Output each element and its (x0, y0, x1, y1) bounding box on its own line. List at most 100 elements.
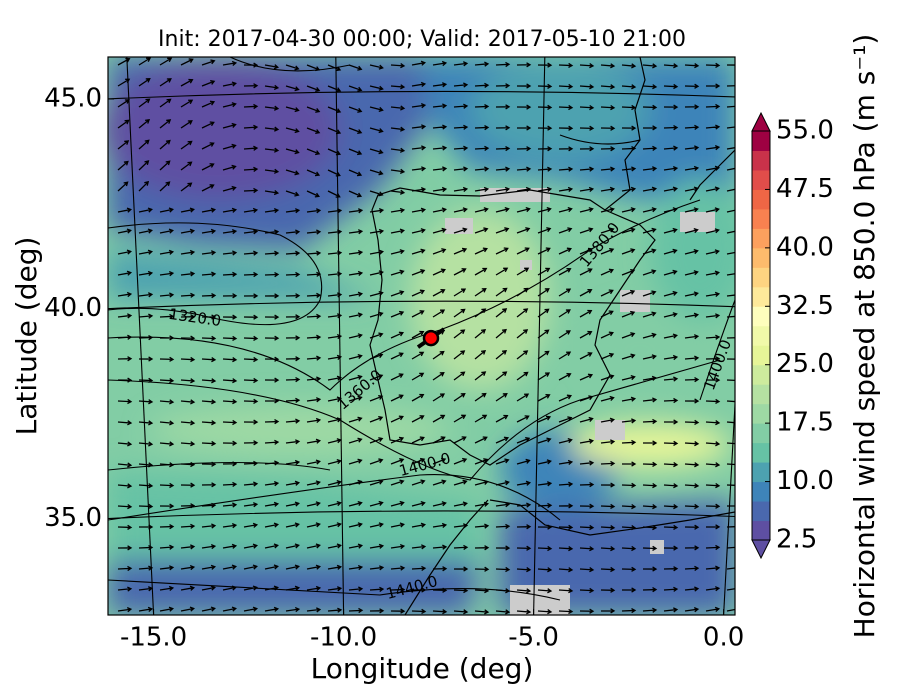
wind-arrow (621, 332, 636, 339)
wind-arrow (348, 229, 364, 235)
wind-arrow (516, 436, 531, 444)
wind-arrow (432, 248, 447, 255)
wind-arrow (117, 420, 133, 426)
wind-arrow (432, 288, 446, 297)
wind-arrow (264, 543, 279, 549)
wind-arrow (159, 57, 173, 66)
wind-arrow (516, 146, 532, 152)
wind-arrow (327, 501, 342, 507)
wind-arrow (642, 104, 658, 110)
wind-arrow (306, 313, 322, 319)
wind-arrow (663, 248, 678, 255)
wind-arrow (348, 85, 363, 92)
wind-arrow (558, 83, 574, 90)
wind-arrow (327, 607, 343, 613)
wind-arrow (705, 462, 721, 468)
wind-arrow (369, 394, 384, 402)
wind-arrow (117, 504, 133, 510)
wind-arrow (243, 293, 259, 299)
wind-arrow (474, 145, 490, 152)
wind-arrow (306, 127, 321, 134)
wind-arrow (390, 207, 406, 213)
wind-arrow (264, 229, 280, 235)
wind-arrow (453, 457, 468, 465)
wind-arrow (285, 439, 301, 445)
wind-arrow (537, 545, 553, 552)
wind-arrow (390, 126, 406, 132)
wind-arrow (684, 312, 700, 318)
wind-arrow (474, 392, 487, 402)
wind-arrow (663, 419, 679, 425)
wind-arrow (201, 335, 217, 341)
wind-arrow (348, 437, 363, 444)
wind-arrow (642, 290, 657, 297)
wind-arrow (201, 544, 217, 550)
wind-arrow (726, 188, 735, 192)
wind-arrow (243, 460, 259, 467)
wind-arrow (180, 399, 196, 405)
colorbar-band (752, 286, 770, 307)
wind-arrow (705, 207, 720, 213)
wind-arrow (600, 417, 616, 423)
wind-arrow (495, 609, 511, 615)
colorbar-band (752, 520, 770, 541)
wind-arrow (201, 271, 217, 277)
wind-arrow (726, 85, 735, 87)
graticule (108, 57, 735, 615)
grid-line (108, 300, 735, 310)
wind-arrow (411, 81, 427, 88)
wind-arrow (306, 397, 322, 403)
colorbar-tick-label: 2.5 (776, 525, 817, 555)
wind-arrow (558, 524, 574, 530)
wind-arrow (264, 606, 280, 612)
wind-arrow (411, 186, 427, 193)
wind-arrow (642, 440, 658, 446)
wind-arrow (369, 249, 385, 255)
wind-arrow (432, 227, 447, 234)
wind-arrow (516, 371, 529, 381)
wind-arrow (201, 420, 217, 426)
wind-arrow (600, 331, 614, 339)
wind-arrow (621, 186, 637, 192)
wind-arrow (579, 247, 594, 255)
wind-arrow (411, 522, 427, 528)
wind-arrow (369, 458, 384, 465)
wind-arrow (390, 84, 406, 90)
wind-arrow (159, 335, 175, 341)
wind-arrow (264, 84, 280, 91)
wind-arrow (180, 606, 195, 612)
wind-arrow (159, 98, 172, 108)
wind-arrow (495, 328, 507, 339)
wind-arrow (243, 502, 259, 508)
wind-arrow (138, 503, 154, 510)
wind-arrow (600, 374, 615, 381)
wind-arrow (159, 399, 175, 405)
wind-arrow (705, 165, 721, 171)
wind-arrow (621, 525, 637, 531)
wind-arrow (180, 314, 196, 320)
colorbar-band (752, 169, 770, 190)
wind-arrow (453, 523, 469, 529)
wind-arrow (180, 228, 196, 234)
wind-arrow (243, 124, 259, 130)
wind-arrow (642, 145, 658, 151)
wind-arrow (159, 544, 175, 550)
wind-arrow (117, 441, 133, 447)
wind-arrow (537, 502, 553, 509)
wind-arrow (390, 373, 404, 381)
wind-arrow (453, 186, 469, 193)
colorbar-band (752, 403, 770, 424)
wind-arrow (306, 271, 322, 277)
wind-arrow (642, 607, 658, 613)
wind-arrow (516, 480, 532, 486)
wind-arrow (348, 543, 364, 549)
wind-arrow (453, 566, 469, 572)
wind-arrow (537, 481, 553, 487)
wind-arrow (579, 587, 595, 594)
wind-arrow (663, 483, 679, 489)
colorbar-extend (751, 111, 771, 132)
wind-arrow (600, 227, 615, 234)
wind-arrow (390, 269, 405, 276)
wind-arrow (348, 312, 363, 318)
wind-arrow (600, 566, 616, 573)
